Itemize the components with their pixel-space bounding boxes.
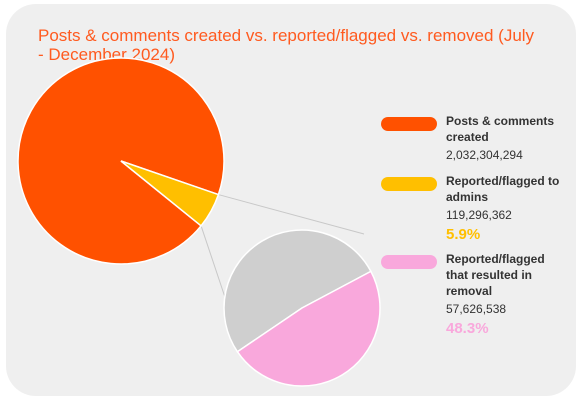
legend-value-removed: 57,626,538	[446, 302, 507, 316]
legend-label-posts: Posts & comments created	[446, 114, 555, 144]
legend-label-removed: Reported/flagged that resulted in remova…	[446, 252, 545, 298]
legend-value-flagged: 119,296,362	[446, 208, 512, 222]
sub-slice-removed	[236, 270, 381, 387]
sub-slice-not-removed	[223, 229, 372, 353]
legend-swatch-posts	[381, 117, 437, 131]
connector-line-top	[218, 194, 365, 235]
legend-label-flagged: Reported/flagged to admins	[446, 174, 560, 204]
pie-slice-flagged	[120, 160, 220, 227]
legend-swatch-removed	[381, 255, 437, 269]
legend-value-posts: 2,032,304,294	[446, 148, 523, 162]
legend-swatch-flagged	[381, 177, 437, 191]
legend-percent-flagged: 5.9%	[446, 226, 481, 243]
legend-percent-removed: 48.3%	[446, 320, 489, 337]
sub-pie	[223, 229, 381, 387]
main-pie	[17, 57, 225, 265]
